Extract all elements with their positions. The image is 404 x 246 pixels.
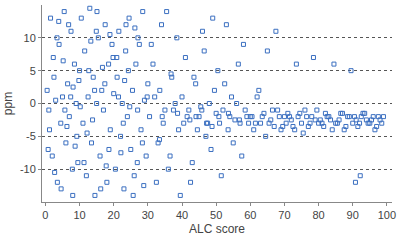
svg-text:-5: -5 — [26, 130, 36, 142]
svg-text:10: 10 — [24, 32, 36, 44]
svg-text:5: 5 — [30, 65, 36, 77]
svg-text:20: 20 — [108, 209, 120, 221]
svg-text:40: 40 — [176, 209, 188, 221]
svg-text:ppm: ppm — [1, 92, 15, 115]
svg-text:-10: -10 — [20, 163, 36, 175]
svg-text:90: 90 — [347, 209, 359, 221]
svg-text:80: 80 — [312, 209, 324, 221]
svg-text:10: 10 — [73, 209, 85, 221]
svg-text:30: 30 — [142, 209, 154, 221]
svg-text:0: 0 — [42, 209, 48, 221]
svg-text:ALC score: ALC score — [189, 222, 245, 236]
svg-text:60: 60 — [244, 209, 256, 221]
svg-text:50: 50 — [210, 209, 222, 221]
svg-text:0: 0 — [30, 97, 36, 109]
svg-text:100: 100 — [378, 209, 396, 221]
svg-text:70: 70 — [278, 209, 290, 221]
